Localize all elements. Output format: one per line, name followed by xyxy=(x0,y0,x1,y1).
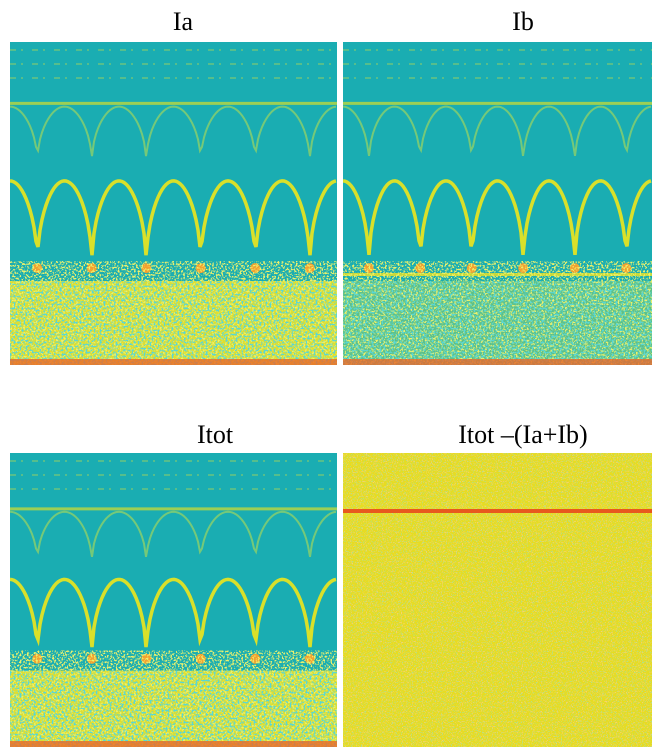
harmonic-curve xyxy=(343,105,652,157)
spectrogram xyxy=(343,453,652,747)
speckle xyxy=(10,281,337,365)
harmonic-curve xyxy=(10,577,337,648)
spectrogram xyxy=(10,453,337,747)
speckle xyxy=(10,670,337,747)
harmonic-curve xyxy=(10,105,337,157)
speckle xyxy=(343,453,652,747)
spectrogram xyxy=(10,42,337,365)
base-band xyxy=(10,741,337,747)
harmonic-curve xyxy=(10,179,337,256)
harmonic-curve xyxy=(343,179,652,256)
panel-title: Itot –(Ia+Ib) xyxy=(458,420,587,449)
base-band xyxy=(343,359,652,365)
line xyxy=(343,509,652,513)
spectrogram xyxy=(343,42,652,365)
base-band xyxy=(10,359,337,365)
speckle xyxy=(343,281,652,365)
panel-title: Ib xyxy=(512,7,534,36)
panel-title: Ia xyxy=(173,7,194,36)
panel-title: Itot xyxy=(197,420,234,449)
harmonic-curve xyxy=(10,510,337,558)
